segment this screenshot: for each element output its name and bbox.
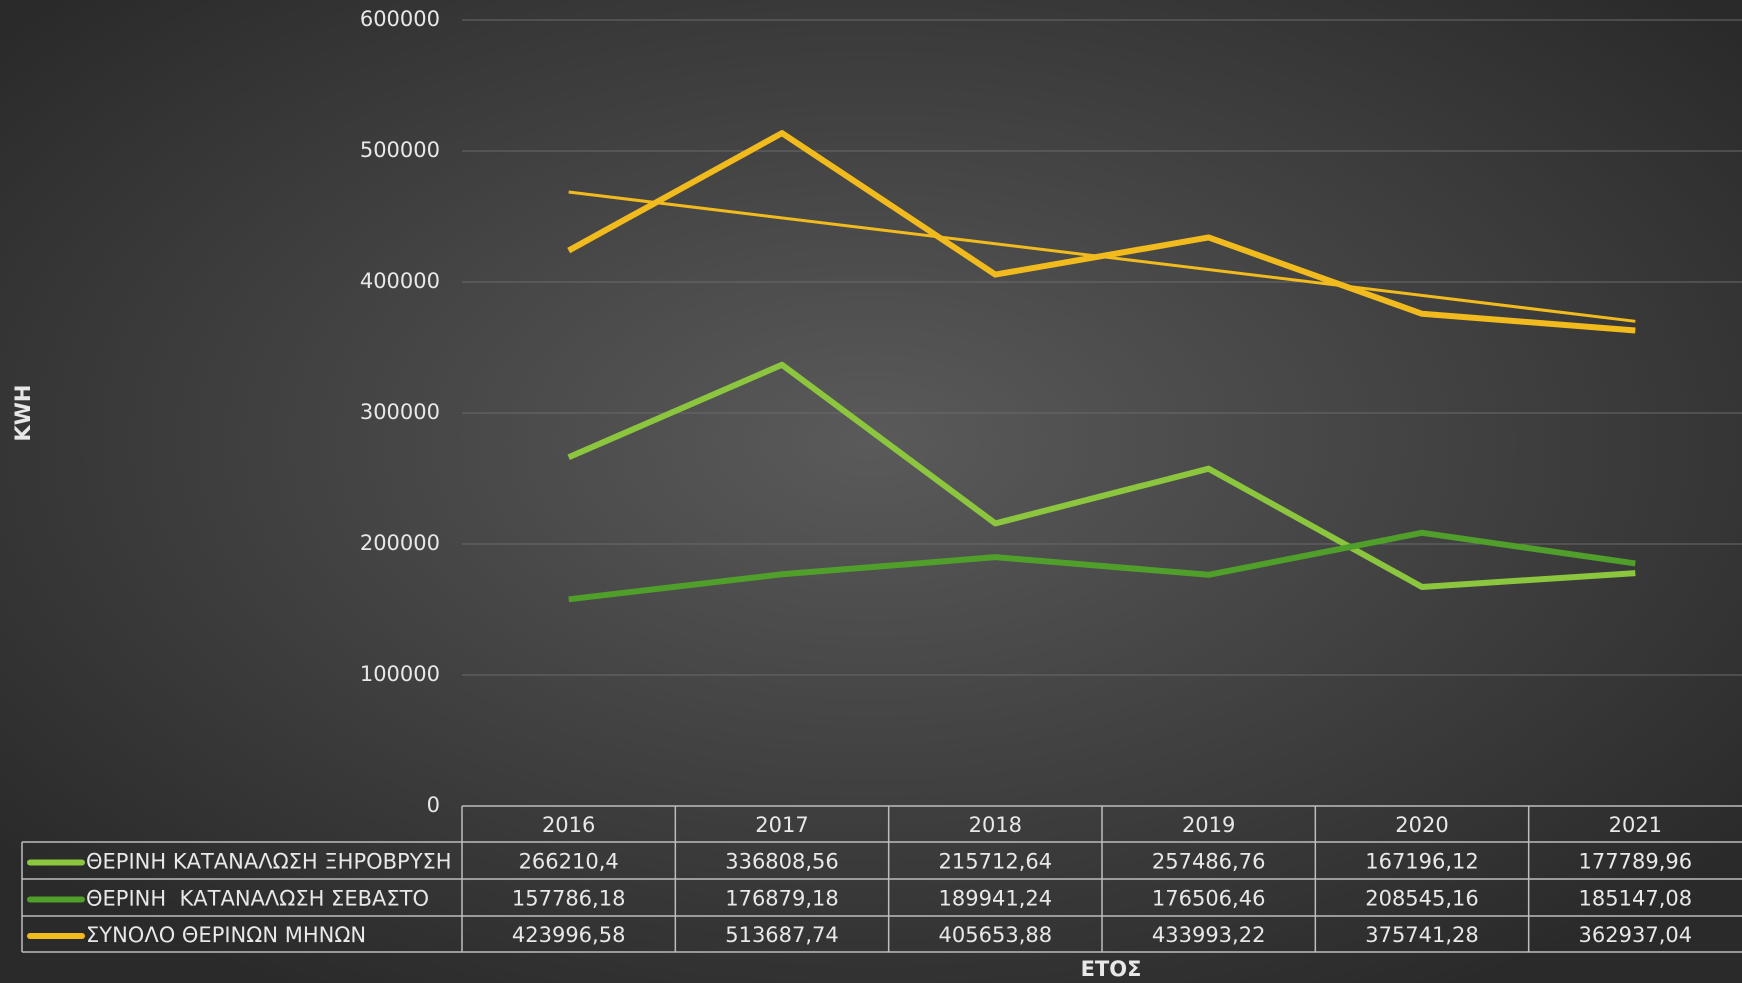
table-value: 176506,46	[1152, 887, 1266, 911]
y-tick-label: 300000	[360, 400, 440, 424]
table-value: 185147,08	[1579, 887, 1693, 911]
series-line	[567, 361, 1636, 590]
legend-label: ΣΥΝΟΛΟ ΘΕΡΙΝΩΝ ΜΗΝΩΝ	[86, 923, 366, 947]
x-tick-label: 2017	[755, 813, 808, 837]
table-value: 167196,12	[1365, 850, 1479, 874]
table-value: 266210,4	[519, 850, 619, 874]
x-tick-label: 2016	[542, 813, 595, 837]
x-axis-label: ΕΤΟΣ	[1081, 957, 1142, 981]
x-tick-label: 2021	[1609, 813, 1662, 837]
table-value: 177789,96	[1579, 850, 1693, 874]
y-tick-label: 400000	[360, 269, 440, 293]
legend-label: ΘΕΡΙΝΗ ΚΑΤΑΝΑΛΩΣΗ ΞΗΡΟΒΡΥΣΗ	[86, 850, 452, 874]
table-value: 215712,64	[939, 850, 1053, 874]
table-value: 189941,24	[939, 887, 1053, 911]
table-value: 257486,76	[1152, 850, 1266, 874]
y-tick-label: 0	[427, 793, 440, 817]
table-value: 513687,74	[725, 923, 839, 947]
table-value: 405653,88	[939, 923, 1053, 947]
y-tick-label: 500000	[360, 138, 440, 162]
table-value: 362937,04	[1579, 923, 1693, 947]
table-value: 433993,22	[1152, 923, 1266, 947]
y-tick-label: 600000	[360, 7, 440, 31]
legend-label: ΘΕΡΙΝΗ ΚΑΤΑΝΑΛΩΣΗ ΣΕΒΑΣΤΟ	[86, 887, 429, 911]
x-tick-label: 2020	[1395, 813, 1448, 837]
table-value: 208545,16	[1365, 887, 1479, 911]
table-value: 375741,28	[1365, 923, 1479, 947]
y-tick-label: 100000	[360, 662, 440, 686]
x-tick-label: 2019	[1182, 813, 1235, 837]
y-tick-label: 200000	[360, 531, 440, 555]
table-value: 157786,18	[512, 887, 626, 911]
series-line	[567, 130, 1636, 334]
table-value: 423996,58	[512, 923, 626, 947]
table-value: 336808,56	[725, 850, 839, 874]
y-axis-label: KWH	[11, 384, 35, 441]
x-tick-label: 2018	[969, 813, 1022, 837]
table-value: 176879,18	[725, 887, 839, 911]
series-line	[568, 529, 1636, 603]
